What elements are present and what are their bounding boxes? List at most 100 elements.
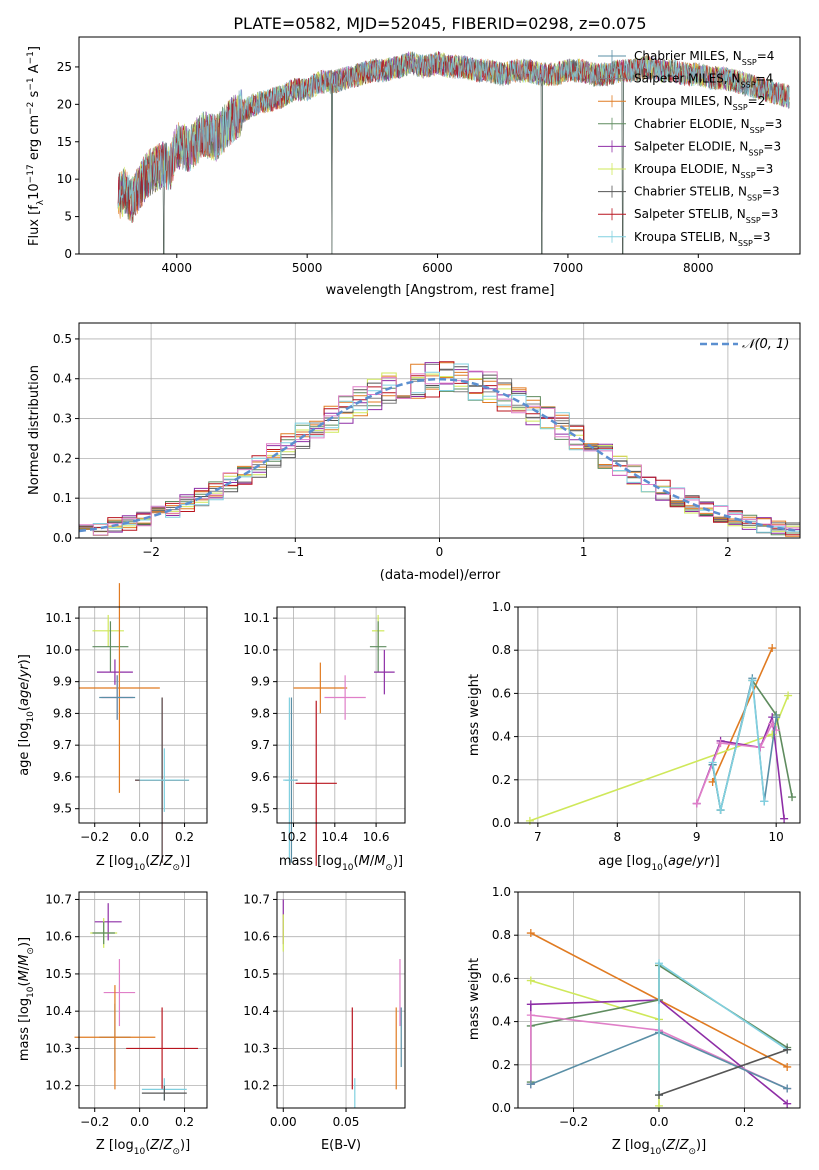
legend-entry-label: Chabrier ELODIE, NSSP=3: [634, 117, 782, 135]
weight-point-marker: [780, 814, 789, 823]
y-tick-label: 10.4: [45, 1004, 72, 1018]
y-tick-label: 0.6: [492, 686, 511, 700]
y-tick-label: 10.7: [45, 892, 72, 906]
y-tick-label: 0.8: [492, 643, 511, 657]
mass-vs-ebv-panel: 0.00 0.05 10.2 10.3 10.4 10.5 10.6 10.7: [243, 891, 406, 1129]
weight-point-marker: [655, 959, 663, 968]
x-tick-label: 0.2: [175, 830, 194, 844]
x-tick-label: 6000: [422, 261, 453, 275]
y-tick-label: 0.5: [53, 332, 72, 346]
y-tick-label: 10: [57, 172, 72, 186]
p3-ylabel: age [log10(age/yr)]: [17, 654, 36, 776]
x-tick-label: 8000: [683, 261, 714, 275]
y-tick-label: 9.8: [53, 706, 72, 720]
weight-point-marker: [788, 793, 797, 802]
x-tick-label: 5000: [292, 261, 323, 275]
residual-histogram: [78, 370, 801, 538]
x-tick-label: −2: [142, 545, 160, 559]
y-tick-label: 9.5: [53, 802, 72, 816]
weight-point-marker: [526, 1000, 535, 1009]
legend-entry-label: Kroupa STELIB, NSSP=3: [634, 230, 771, 248]
p5-ylabel: mass weight: [467, 674, 482, 756]
x-tick-label: 1: [580, 545, 588, 559]
weight-point-marker: [760, 797, 769, 806]
y-tick-label: 10.0: [45, 643, 72, 657]
weight-point-marker: [708, 758, 717, 767]
weight-point-marker: [526, 1080, 535, 1089]
panel-frame: [276, 891, 406, 1109]
residual-panel: −2 −1 0 1 2 0.0 0.1 0.2 0.3 0.4 0.5 𝒩(0, 1) (data-…: [27, 322, 801, 583]
y-tick-label: 10.6: [45, 930, 72, 944]
figure-title: PLATE=0582, MJD=52045, FIBERID=0298, z=0…: [233, 14, 646, 33]
weight-series-line: [530, 1014, 788, 1090]
weight-point-marker: [783, 1045, 792, 1054]
weight-point-marker: [526, 976, 535, 985]
y-tick-label: 0.4: [53, 372, 72, 386]
panel-frame: [276, 606, 406, 824]
x-tick-label: 0.0: [649, 1115, 668, 1129]
x-tick-label: 0.0: [130, 830, 149, 844]
legend-entry-label: Chabrier MILES, NSSP=4: [634, 49, 774, 67]
p5-xlabel: age [log10(age/yr)]: [598, 854, 720, 873]
weight-point-marker: [692, 799, 701, 808]
x-tick-label: 0: [436, 545, 444, 559]
x-tick-label: 7: [534, 830, 542, 844]
y-tick-label: 0: [64, 247, 72, 261]
y-tick-label: 9.5: [251, 802, 270, 816]
y-tick-label: 0.6: [492, 971, 511, 985]
y-tick-label: 10.7: [243, 892, 270, 906]
y-tick-label: 0.0: [53, 531, 72, 545]
legend-entry-label: Salpeter MILES, NSSP=4: [634, 72, 773, 90]
y-tick-label: 1.0: [492, 885, 511, 899]
p6-ylabel: mass [log10(M/M⊙)]: [17, 937, 36, 1061]
x-tick-label: 10: [769, 830, 784, 844]
weight-point-marker: [526, 1011, 535, 1020]
y-tick-label: 10.3: [45, 1041, 72, 1055]
y-tick-label: 9.8: [251, 706, 270, 720]
p3-xlabel: Z [log10(Z/Z⊙)]: [96, 854, 190, 873]
y-tick-label: 25: [57, 60, 72, 74]
weight-point-marker: [526, 929, 535, 938]
y-tick-label: 9.9: [251, 675, 270, 689]
y-tick-label: 0.8: [492, 928, 511, 942]
x-tick-label: 7000: [553, 261, 584, 275]
age-vs-mass-panel: 10.2 10.4 10.6 9.5 9.6 9.7 9.8 9.9 10.0 10.1: [243, 606, 406, 866]
y-tick-label: 0.0: [492, 816, 511, 830]
p8-ylabel: mass weight: [467, 958, 482, 1040]
gaussian-reference-curve: [78, 377, 801, 533]
residual-xlabel: (data-model)/error: [380, 568, 501, 583]
mass-vs-metallicity-panel: −0.2 0.0 0.2 10.2 10.3 10.4 10.5 10.6 10.7: [45, 891, 208, 1129]
weight-point-marker: [655, 1091, 663, 1100]
x-tick-label: 9: [693, 830, 701, 844]
y-tick-label: 9.6: [251, 770, 270, 784]
x-tick-label: 0.00: [270, 1115, 297, 1129]
x-tick-label: −0.2: [559, 1115, 588, 1129]
y-tick-label: 0.2: [492, 773, 511, 787]
y-tick-label: 10.2: [45, 1079, 72, 1093]
x-tick-label: 10.4: [321, 830, 348, 844]
panel-frame: [78, 891, 208, 1109]
x-tick-label: −0.2: [80, 1115, 109, 1129]
legend-entry-label: Kroupa ELODIE, NSSP=3: [634, 162, 773, 180]
y-tick-label: 5: [64, 210, 72, 224]
weight-point-marker: [716, 739, 725, 748]
y-tick-label: 9.7: [53, 738, 72, 752]
y-tick-label: 15: [57, 135, 72, 149]
weight-point-marker: [783, 1084, 792, 1093]
legend-entry-label: Salpeter STELIB, NSSP=3: [634, 207, 778, 225]
y-tick-label: 0.0: [492, 1101, 511, 1115]
y-tick-label: 10.5: [45, 967, 72, 981]
x-tick-label: −0.2: [80, 830, 109, 844]
massweight-vs-metallicity-panel: −0.2 0.0 0.2 0.0 0.2 0.4 0.6 0.8 1.0: [492, 885, 801, 1129]
y-tick-label: 1.0: [492, 600, 511, 614]
spectrum-frame: [78, 36, 801, 255]
spectrum-xlabel: wavelength [Angstrom, rest frame]: [326, 283, 555, 298]
residual-histograms: [78, 361, 801, 538]
y-tick-label: 0.3: [53, 412, 72, 426]
spectrum-legend: Chabrier MILES, NSSP=4 Salpeter MILES, NS…: [598, 49, 782, 247]
y-tick-label: 10.5: [243, 967, 270, 981]
p6-xlabel: Z [log10(Z/Z⊙)]: [96, 1138, 190, 1157]
weight-point-marker: [716, 806, 725, 815]
weight-point-marker: [525, 816, 534, 825]
